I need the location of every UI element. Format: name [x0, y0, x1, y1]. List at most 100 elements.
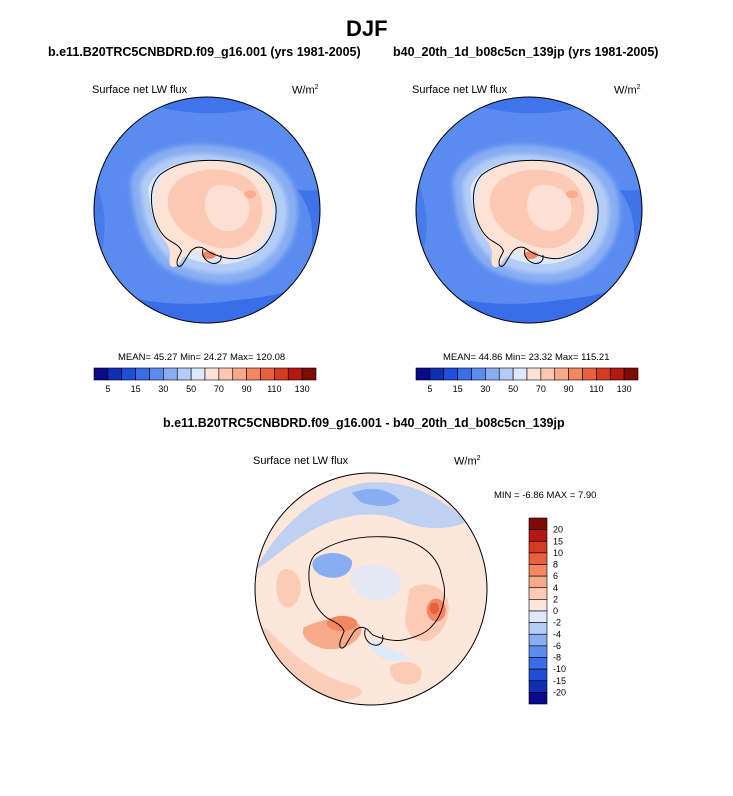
- diff-colorbar-tick-label: 2: [553, 594, 558, 604]
- left-min-value: 24.27: [203, 352, 228, 363]
- diff-colorbar-box: [528, 552, 548, 565]
- left-colorbar-box: [274, 367, 289, 381]
- diff-min-value: -6.86: [522, 490, 544, 501]
- right-min-value: 23.32: [528, 352, 553, 363]
- right-colorbar-box: [512, 367, 528, 381]
- diff-colorbar-tick-label: 20: [553, 525, 563, 535]
- right-colorbar-tick-label: 15: [453, 384, 463, 394]
- left-units: W/m: [292, 84, 315, 97]
- right-colorbar-box: [540, 367, 556, 381]
- diff-colorbar-tick-label: -8: [553, 653, 561, 663]
- diff-map-frame: [254, 472, 488, 706]
- diff-colorbar-tick-label: 10: [553, 548, 563, 558]
- left-max-label: Max=: [229, 352, 254, 363]
- left-colorbar: 5 15 30 50 70 90 110 130: [93, 367, 317, 394]
- left-colorbar-box: [301, 367, 317, 381]
- right-colorbar-box: [568, 367, 583, 381]
- right-colorbar-box: [596, 367, 611, 381]
- right-colorbar-box: [443, 367, 458, 381]
- diff-colorbar-box: [528, 680, 548, 693]
- diff-colorbar-tick-label: -4: [553, 629, 561, 639]
- right-colorbar-tick-label: 30: [480, 384, 490, 394]
- right-colorbar-box: [485, 367, 500, 381]
- right-stats: MEAN= 44.86 Min= 23.32 Max= 115.21: [443, 352, 609, 363]
- diff-colorbar-box: [528, 564, 548, 577]
- right-colorbar-tick-label: 90: [564, 384, 574, 394]
- left-colorbar-box: [135, 367, 150, 381]
- left-stats: MEAN= 45.27 Min= 24.27 Max= 120.08: [118, 352, 285, 363]
- left-units-exp: 2: [314, 84, 319, 91]
- right-colorbar-box: [554, 367, 569, 381]
- left-colorbar-box: [232, 367, 247, 381]
- left-case-title: b.e11.B20TRC5CNBDRD.f09_g16.001 (yrs 198…: [48, 45, 361, 59]
- left-variable-label: Surface net LW flux: [92, 84, 188, 96]
- right-max-value: 115.21: [581, 352, 610, 363]
- left-colorbar-tick-label: 70: [214, 384, 224, 394]
- left-mean-value: 45.27: [153, 352, 178, 363]
- diff-colorbar-tick-label: 0: [553, 606, 558, 616]
- right-mean-label: MEAN=: [443, 352, 476, 363]
- diff-units-label: W/m2: [454, 455, 481, 468]
- left-colorbar-box: [93, 367, 109, 381]
- left-map-field: [85, 88, 330, 328]
- left-colorbar-box: [190, 367, 206, 381]
- right-colorbar-box: [415, 367, 431, 381]
- right-colorbar-box: [526, 367, 542, 381]
- right-min-label: Min=: [505, 352, 526, 363]
- diff-min-label: MIN =: [494, 490, 520, 501]
- right-colorbar-tick-label: 70: [536, 384, 546, 394]
- left-min-label: Min=: [180, 352, 201, 363]
- left-units-label: W/m2: [292, 84, 319, 97]
- left-colorbar-box: [218, 367, 234, 381]
- diff-colorbar-tick-label: -20: [553, 687, 566, 697]
- left-colorbar-box: [260, 367, 275, 381]
- right-colorbar-box: [471, 367, 486, 381]
- right-units: W/m: [614, 84, 637, 97]
- left-colorbar-box: [163, 367, 178, 381]
- diff-case-title: b.e11.B20TRC5CNBDRD.f09_g16.001 - b40_20…: [163, 416, 565, 430]
- left-colorbar-tick-label: 5: [105, 384, 110, 394]
- left-colorbar-box: [246, 367, 261, 381]
- diff-colorbar-tick-label: 8: [553, 560, 558, 570]
- right-units-exp: 2: [636, 84, 641, 91]
- right-colorbar-box: [457, 367, 472, 381]
- left-colorbar-tick-label: 30: [158, 384, 168, 394]
- diff-colorbar-box: [528, 633, 548, 647]
- diff-max-label: MAX =: [546, 490, 576, 501]
- left-colorbar-box: [287, 367, 303, 381]
- diff-units: W/m: [454, 455, 477, 468]
- left-colorbar-box: [107, 367, 123, 381]
- page-title: DJF: [346, 16, 388, 41]
- diff-colorbar-tick-label: -6: [553, 641, 561, 651]
- right-case-title: b40_20th_1d_b08c5cn_139jp (yrs 1981-2005…: [393, 45, 659, 59]
- diff-colorbar-box: [528, 517, 548, 530]
- right-colorbar-box: [429, 367, 445, 381]
- right-map-field: [407, 88, 652, 328]
- diff-colorbar-tick-label: -2: [553, 618, 561, 628]
- left-colorbar-box: [204, 367, 220, 381]
- diff-colorbar-box: [528, 587, 548, 600]
- right-variable-label: Surface net LW flux: [412, 84, 508, 96]
- right-max-label: Max=: [554, 352, 579, 363]
- diff-colorbar-tick-label: 4: [553, 583, 558, 593]
- left-colorbar-tick-label: 130: [295, 384, 310, 394]
- diff-colorbar-box: [528, 575, 548, 589]
- diff-colorbar-box: [528, 610, 548, 623]
- diff-units-exp: 2: [476, 455, 481, 462]
- diff-colorbar-box: [528, 529, 548, 542]
- diff-variable-label: Surface net LW flux: [253, 455, 349, 467]
- right-colorbar-box: [623, 367, 639, 381]
- left-colorbar-tick-label: 90: [242, 384, 252, 394]
- left-max-value: 120.08: [256, 352, 286, 363]
- diff-colorbar-box: [528, 657, 548, 670]
- right-colorbar-box: [609, 367, 625, 381]
- diff-colorbar-box: [528, 540, 548, 554]
- right-map-frame: [415, 96, 643, 324]
- left-colorbar-tick-label: 110: [267, 384, 281, 394]
- right-colorbar-tick-label: 110: [589, 384, 603, 394]
- diff-colorbar-box: [528, 622, 548, 635]
- diff-max-value: 7.90: [577, 490, 597, 501]
- left-mean-label: MEAN=: [118, 352, 151, 363]
